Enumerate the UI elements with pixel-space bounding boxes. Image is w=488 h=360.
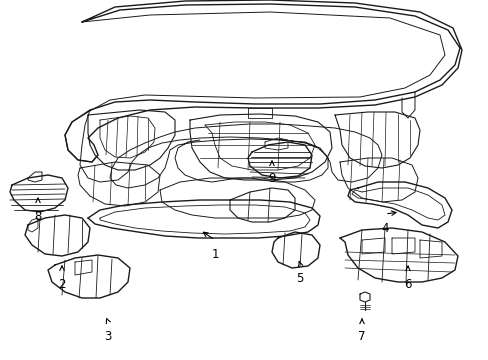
Text: 2: 2 bbox=[58, 278, 65, 291]
Text: 1: 1 bbox=[211, 248, 218, 261]
Text: 3: 3 bbox=[104, 329, 111, 342]
Text: 5: 5 bbox=[296, 271, 303, 284]
Text: 9: 9 bbox=[268, 171, 275, 184]
Text: 4: 4 bbox=[381, 221, 388, 234]
Text: 8: 8 bbox=[34, 210, 41, 222]
Text: 7: 7 bbox=[358, 329, 365, 342]
Text: 6: 6 bbox=[404, 278, 411, 291]
